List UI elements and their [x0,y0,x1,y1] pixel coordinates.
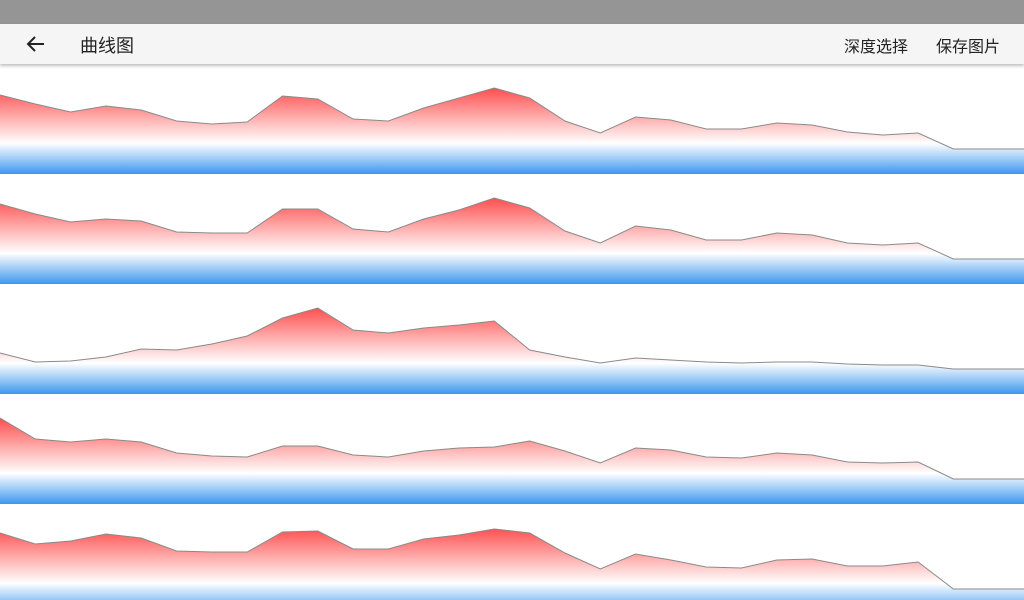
save-image-button[interactable]: 保存图片 [936,37,1001,56]
area-line [0,307,1024,370]
charts [0,87,1024,600]
area-chart [0,197,1024,284]
app-bar: 曲线图 深度选择 保存图片 [0,24,1024,64]
area-chart [0,87,1024,174]
area-fill [0,88,1024,174]
area-chart [0,528,1024,600]
area-fill [0,308,1024,394]
status-bar [0,0,1024,24]
back-button[interactable] [26,34,46,54]
app-title: 曲线图 [80,36,134,57]
area-chart [0,307,1024,394]
area-fill [0,198,1024,284]
area-fill [0,418,1024,504]
area-line [0,417,1024,480]
area-line [0,87,1024,150]
area-fill [0,529,1024,600]
area-line [0,197,1024,260]
depth-select-button[interactable]: 深度选择 [844,37,909,56]
area-chart [0,417,1024,504]
area-line [0,528,1024,590]
